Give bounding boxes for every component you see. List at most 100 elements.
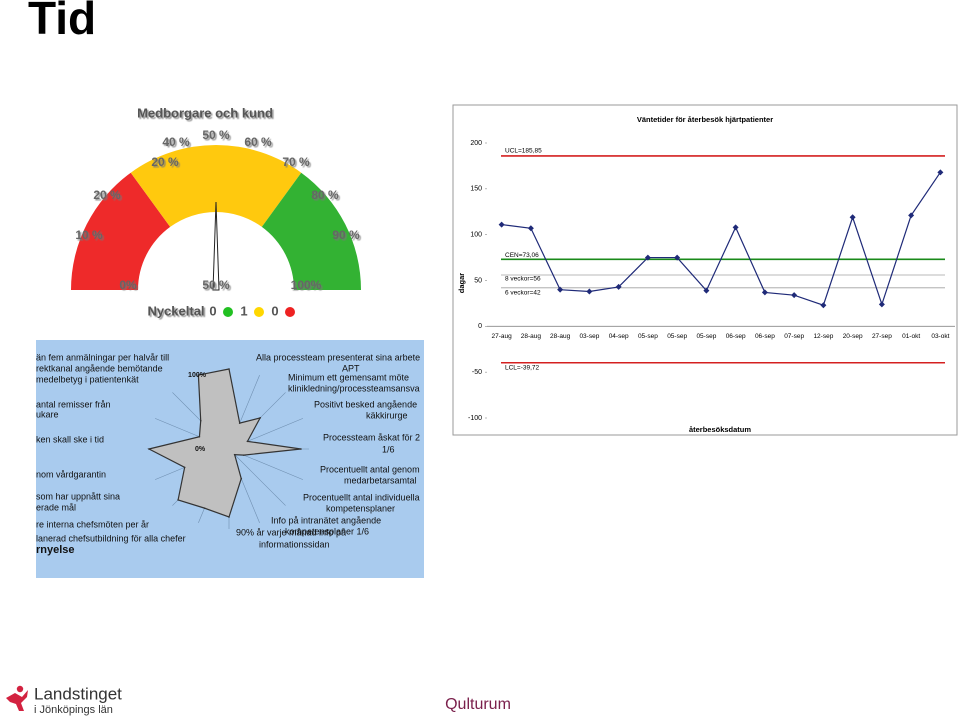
radar: 100% 0% än fem anmälningar per halvår till… xyxy=(36,352,420,556)
gauge-band xyxy=(261,172,361,290)
radar-axis-label: APT xyxy=(342,363,360,373)
radar-axis-label: rektkanal angående bemötande xyxy=(36,363,163,373)
data-line xyxy=(501,171,941,307)
radar-axis-label: informationssidan xyxy=(259,539,330,549)
gauge-value-label: 50 % xyxy=(202,278,230,292)
x-tick-label: 03-sep xyxy=(579,333,599,340)
y-axis-label: dagar xyxy=(457,273,466,294)
radar-axis-label: re interna chefsmöten per år xyxy=(36,519,149,529)
radar-axis-label: käkkirurge xyxy=(366,410,408,420)
radar-axis-label: Alla processteam presenterat sina arbete xyxy=(256,352,420,362)
x-tick-label: 06-sep xyxy=(726,333,746,340)
radar-axis-label: medelbetyg i patientenkät xyxy=(36,374,139,384)
x-tick-label: 06-sep xyxy=(755,333,775,340)
data-point xyxy=(703,287,710,294)
radar-point xyxy=(197,374,200,376)
x-tick-label: 20-sep xyxy=(843,333,863,340)
data-point xyxy=(557,286,564,293)
gauge-scale-label: 90 % xyxy=(332,228,360,242)
data-point xyxy=(527,225,534,232)
radar-axis-label: nom vårdgarantin xyxy=(36,469,106,479)
radar-axis-label: medarbetarsamtal xyxy=(344,475,417,485)
radar-axis-label: rnyelse xyxy=(36,544,75,556)
line-chart: Väntetider för återbesök hjärtpatienter d… xyxy=(457,115,955,434)
gauge-title: Medborgare och kund xyxy=(137,105,273,120)
radar-point xyxy=(240,477,243,480)
data-point xyxy=(644,254,651,261)
data-point xyxy=(908,212,915,219)
radar-axis-label: Info på intranätet angående xyxy=(271,515,381,525)
y-tick-label: 200 xyxy=(470,140,482,147)
radar-axis-label: ken skall ske i tid xyxy=(36,434,104,444)
radar-point xyxy=(177,499,179,501)
gauge: Medborgare och kund 10 % 20 % 20 % 40 % 50 % 6… xyxy=(71,105,361,318)
radar-axis-label: 1/6 xyxy=(382,444,395,454)
y-tick-label: -100 xyxy=(468,415,482,422)
x-tick-label: 05-sep xyxy=(638,333,658,340)
chart-title: Väntetider för återbesök hjärtpatienter xyxy=(637,115,773,124)
gauge-scale-label: 10 % xyxy=(75,228,103,242)
radar-point xyxy=(198,435,201,438)
data-point xyxy=(878,301,885,308)
radar-point xyxy=(242,454,245,456)
x-tick-label: 27-aug xyxy=(492,333,513,340)
radar-axis-label: ukare xyxy=(36,409,59,419)
y-tick-label: -50 xyxy=(472,369,482,376)
gauge-scale-label: 20 % xyxy=(151,155,179,169)
radar-axis-label: lanerad chefsutbildning för alla chefer xyxy=(36,533,186,543)
radar-point xyxy=(228,368,230,370)
y-tick-label: 50 xyxy=(474,277,482,284)
x-tick-label: 03-okt xyxy=(931,333,949,340)
gauge-scale-label: 80 % xyxy=(311,188,339,202)
x-tick-label: 05-sep xyxy=(667,333,687,340)
reference-label: 6 veckor=42 xyxy=(505,290,541,297)
gauge-scale-label: 50 % xyxy=(202,128,230,142)
gauge-scale-label: 60 % xyxy=(244,135,272,149)
legend-title: Nyckeltal xyxy=(147,303,204,318)
radar-axis-label: klinikledning/processteamsansva xyxy=(288,383,420,393)
legend-dot xyxy=(254,307,264,317)
radar-axis-label: som har uppnått sina xyxy=(36,491,120,501)
radar-point xyxy=(246,440,249,443)
radar-axis-label: Positivt besked angående xyxy=(314,399,417,409)
logo-region: i Jönköpings län xyxy=(34,704,113,716)
radar-point xyxy=(203,507,206,509)
x-tick-label: 27-sep xyxy=(872,333,892,340)
data-point xyxy=(937,169,944,176)
reference-label: UCL=185,85 xyxy=(505,148,542,155)
radar-spoke xyxy=(228,448,286,506)
data-point xyxy=(586,288,593,295)
data-point xyxy=(761,289,768,296)
gauge-needle xyxy=(212,201,220,291)
x-axis-label: återbesöksdatum xyxy=(689,425,751,434)
data-point xyxy=(791,292,798,299)
radar-point xyxy=(233,453,236,456)
radar-axis-label: antal remisser från xyxy=(36,399,111,409)
x-tick-label: 07-sep xyxy=(784,333,804,340)
gauge-band xyxy=(130,145,302,227)
y-tick-label: 150 xyxy=(470,186,482,193)
radar-point xyxy=(238,422,241,424)
gauge-scale-label: 70 % xyxy=(282,155,310,169)
data-point xyxy=(732,224,739,231)
legend-count: 0 xyxy=(209,303,216,318)
radar-axis-label: kompetensplaner 1/6 xyxy=(285,526,369,536)
x-tick-label: 12-sep xyxy=(813,333,833,340)
radar-axis-label: 90% år varje månad info på xyxy=(236,527,346,537)
radar-tick-label: 0% xyxy=(195,446,206,453)
legend-dot xyxy=(223,307,233,317)
legend-dot xyxy=(285,307,295,317)
radar-point xyxy=(199,419,202,422)
y-tick-label: 100 xyxy=(470,232,482,239)
data-point xyxy=(674,254,681,261)
gauge-scale-label: 20 % xyxy=(93,188,121,202)
x-tick-label: 04-sep xyxy=(609,333,629,340)
gauge-scale-label: 40 % xyxy=(162,135,190,149)
data-point xyxy=(849,214,856,221)
radar-axis-label: Minimum ett gemensamt möte xyxy=(288,372,409,382)
y-tick-label: 0 xyxy=(478,323,482,330)
gauge-min-label: 0% xyxy=(119,278,137,292)
x-tick-label: 28-aug xyxy=(521,333,542,340)
